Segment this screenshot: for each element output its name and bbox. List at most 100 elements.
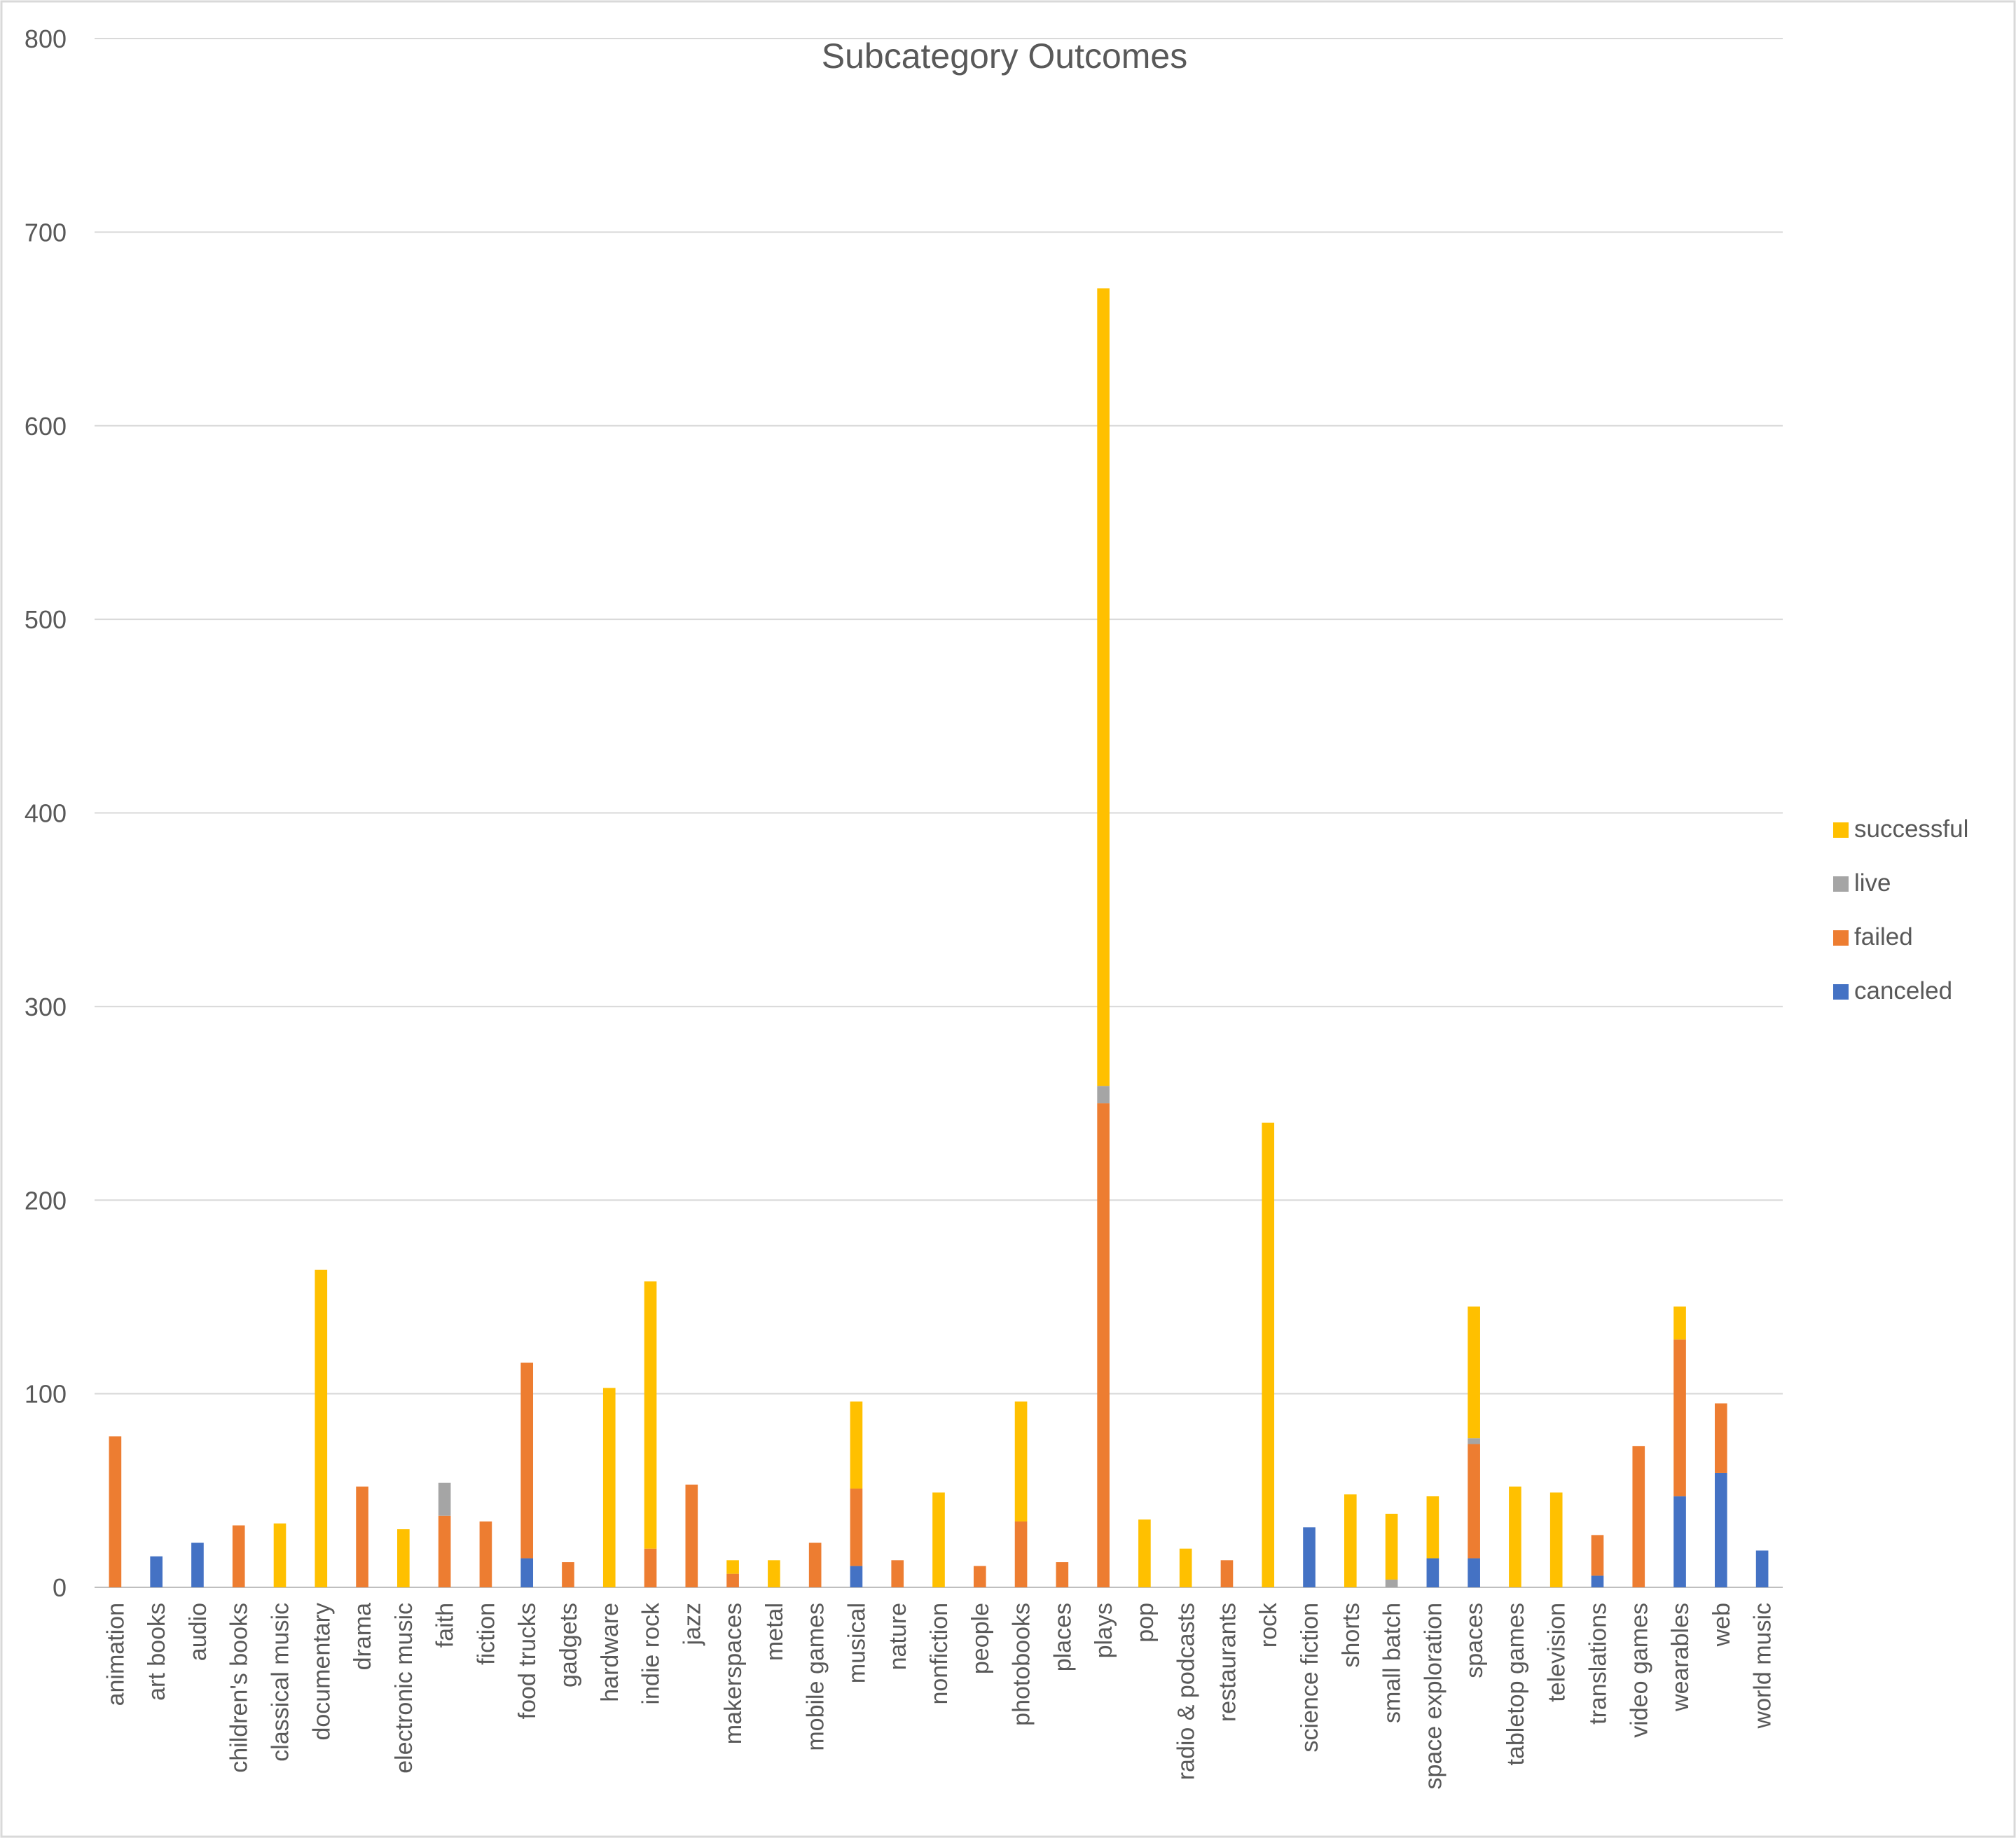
bar-segment (644, 1281, 657, 1549)
bar-segment (1468, 1558, 1480, 1587)
bar-segment (973, 1566, 986, 1587)
bars (109, 288, 1769, 1587)
bar-segment (1755, 1550, 1769, 1587)
bar-segment (1097, 1086, 1110, 1104)
x-tick-label: art books (144, 1603, 170, 1701)
bar-segment (562, 1562, 574, 1587)
y-tick-label: 500 (25, 605, 67, 634)
bar-segment (1220, 1560, 1234, 1587)
bar-segment (726, 1573, 739, 1587)
bar-segment (273, 1523, 286, 1587)
y-tick-label: 200 (25, 1186, 67, 1215)
x-tick-label: radio & podcasts (1173, 1603, 1200, 1780)
y-tick-label: 700 (25, 218, 67, 247)
x-tick-label: pop (1132, 1603, 1159, 1643)
bar-segment (1591, 1575, 1604, 1587)
bar-segment (232, 1525, 245, 1587)
bar-segment (1303, 1527, 1316, 1587)
x-tick-label: small batch (1379, 1603, 1406, 1723)
x-tick-label: hardware (597, 1603, 623, 1702)
x-tick-label: nature (885, 1603, 911, 1670)
x-tick-label: television (1544, 1603, 1570, 1702)
x-tick-label: tabletop games (1503, 1603, 1529, 1766)
x-tick-label: video games (1626, 1603, 1652, 1738)
bar-segment (1262, 1122, 1275, 1587)
x-tick-label: photobooks (1009, 1603, 1035, 1726)
bar-segment (438, 1515, 451, 1587)
x-tick-label: wearables (1667, 1603, 1694, 1712)
x-tick-label: metal (761, 1603, 788, 1661)
x-tick-label: musical (843, 1603, 870, 1683)
bar-segment (109, 1436, 122, 1587)
x-tick-label: shorts (1338, 1603, 1365, 1668)
x-tick-label: fiction (473, 1603, 499, 1665)
bar-segment (1097, 288, 1110, 1086)
x-tick-label: indie rock (638, 1602, 665, 1705)
x-tick-label: science fiction (1297, 1603, 1323, 1753)
x-tick-label: faith (432, 1603, 459, 1648)
bar-segment (1673, 1496, 1686, 1587)
bar-segment (726, 1560, 739, 1574)
x-tick-label: people (967, 1603, 994, 1674)
bar-segment (768, 1560, 780, 1587)
x-tick-label: world music (1750, 1603, 1776, 1729)
bar-segment (1014, 1521, 1028, 1587)
x-tick-label: translations (1585, 1603, 1611, 1725)
y-tick-label: 300 (25, 993, 67, 1021)
legend: successful live failed canceled (1833, 815, 1968, 1005)
bar-segment (1468, 1438, 1480, 1444)
x-tick-label: classical music (268, 1603, 294, 1762)
x-tick-label: animation (102, 1603, 129, 1706)
bar-segment (191, 1542, 204, 1587)
bar-segment (1385, 1513, 1398, 1580)
x-tick-label: restaurants (1214, 1603, 1241, 1722)
gridlines (95, 38, 1783, 1588)
y-tick-label: 600 (25, 412, 67, 441)
legend-swatch (1833, 930, 1849, 946)
bar-segment (1056, 1562, 1069, 1587)
bar-segment (1509, 1486, 1521, 1587)
y-tick-label: 800 (25, 25, 67, 53)
legend-label: successful (1854, 815, 1968, 843)
bar-segment (438, 1482, 451, 1516)
x-tick-label: space exploration (1420, 1603, 1447, 1790)
legend-label: failed (1854, 923, 1913, 951)
bar-segment (1673, 1306, 1686, 1340)
bar-segment (1632, 1446, 1645, 1587)
bar-segment (685, 1484, 698, 1587)
x-tick-label: spaces (1461, 1603, 1488, 1678)
bar-segment (1426, 1496, 1439, 1559)
x-tick-label: web (1708, 1603, 1735, 1647)
bar-segment (1549, 1492, 1563, 1587)
bar-segment (1179, 1548, 1192, 1587)
legend-label: canceled (1854, 977, 1952, 1005)
bar-segment (1385, 1579, 1398, 1587)
bar-segment (850, 1489, 863, 1566)
bar-segment (602, 1388, 616, 1587)
bar-segment (644, 1548, 657, 1587)
bar-segment (1014, 1401, 1028, 1522)
y-tick-label: 100 (25, 1380, 67, 1409)
bar-segment (520, 1362, 534, 1559)
bar-segment (479, 1521, 492, 1587)
x-tick-label: mobile games (803, 1603, 829, 1751)
x-tick-label: plays (1091, 1603, 1117, 1658)
bar-segment (891, 1560, 904, 1587)
bar-segment (1715, 1472, 1727, 1587)
x-tick-label: gadgets (555, 1603, 582, 1687)
bar-segment (1673, 1339, 1686, 1497)
x-tick-label: places (1049, 1603, 1076, 1671)
bar-segment (932, 1492, 945, 1587)
legend-swatch (1833, 984, 1849, 1000)
legend-swatch (1833, 822, 1849, 838)
x-tick-label: electronic music (391, 1603, 417, 1774)
x-tick-label: children's books (226, 1603, 253, 1773)
bar-segment (150, 1556, 163, 1587)
bar-segment (850, 1566, 863, 1587)
chart-title: Subcategory Outcomes (822, 36, 1188, 76)
bar-segment (1097, 1103, 1110, 1587)
x-tick-label: food trucks (514, 1603, 541, 1719)
legend-label: live (1854, 869, 1891, 897)
